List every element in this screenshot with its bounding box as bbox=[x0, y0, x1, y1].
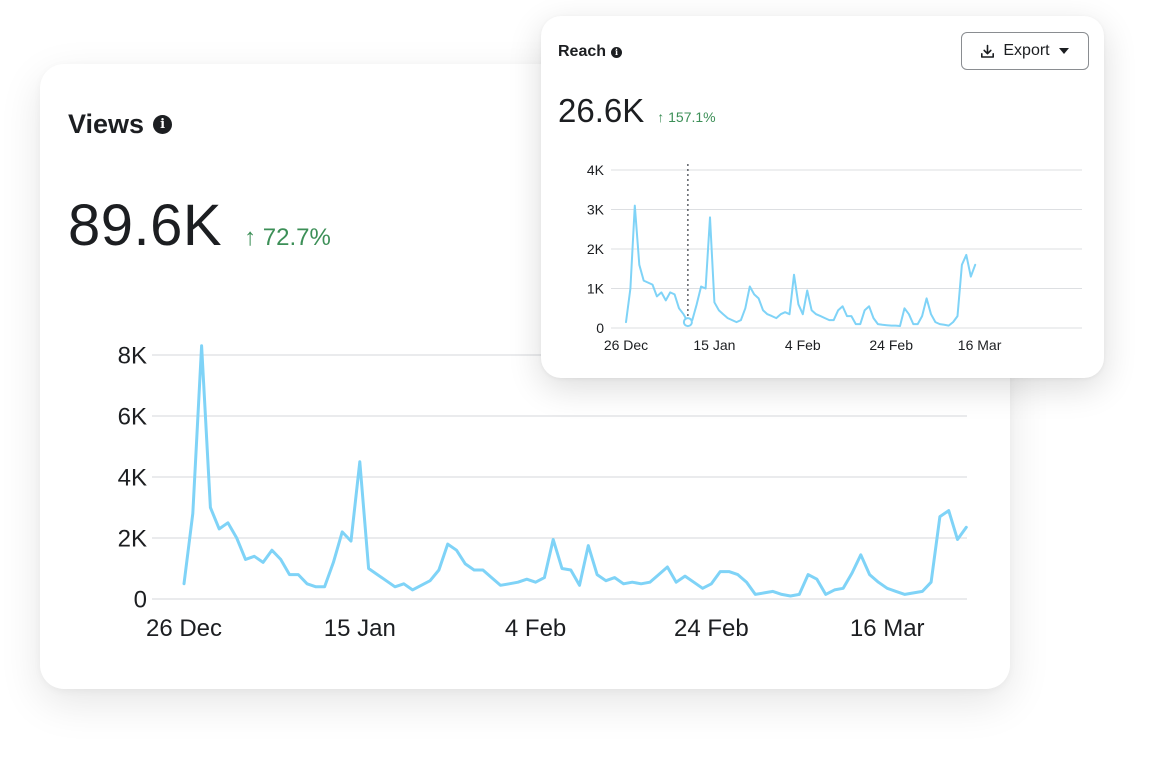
series-line bbox=[182, 344, 968, 598]
views-change: ↑ 72.7% bbox=[244, 224, 331, 252]
arrow-up-icon: ↑ bbox=[657, 109, 665, 125]
y-tick-label: 2K bbox=[587, 241, 605, 257]
x-tick-label: 4 Feb bbox=[505, 615, 566, 642]
reach-metric-row: 26.6K ↑ 157.1% bbox=[558, 92, 716, 130]
x-tick-label: 16 Mar bbox=[958, 337, 1002, 353]
reach-total-value: 26.6K bbox=[558, 92, 645, 129]
reach-chart: 0 1K 2K 3K 4K 26 Dec 15 Jan 4 Feb 24 Feb 16 Mar bbox=[587, 162, 1082, 353]
views-metric-row: 89.6K ↑ 72.7% bbox=[68, 192, 331, 259]
reach-change-value: 157.1% bbox=[668, 109, 716, 125]
views-change-value: 72.7% bbox=[262, 224, 331, 251]
x-tick-label: 16 Mar bbox=[850, 615, 925, 642]
views-chart: 0 2K 4K 6K 8K 26 Dec 15 Jan 4 Feb 24 Feb 16 Mar bbox=[118, 342, 968, 642]
caret-down-icon bbox=[1058, 48, 1069, 54]
export-label: Export bbox=[1003, 42, 1050, 59]
x-tick-label: 26 Dec bbox=[604, 337, 648, 353]
x-tick-label: 4 Feb bbox=[785, 337, 821, 353]
reach-title-row: Reach i bbox=[558, 43, 623, 61]
arrow-up-icon: ↑ bbox=[244, 224, 257, 251]
y-tick-label: 6K bbox=[118, 403, 147, 430]
x-tick-label: 24 Feb bbox=[869, 337, 913, 353]
reach-card: 0 1K 2K 3K 4K 26 Dec 15 Jan 4 Feb 24 Feb 16 Mar R… bbox=[541, 16, 1104, 378]
x-tick-label: 15 Jan bbox=[324, 615, 396, 642]
hover-point[interactable] bbox=[682, 317, 693, 328]
views-info-icon[interactable]: i bbox=[153, 115, 173, 134]
reach-title: Reach bbox=[558, 43, 607, 60]
views-title-row: Views i bbox=[68, 109, 173, 140]
reach-info-icon[interactable]: i bbox=[611, 46, 623, 58]
y-tick-label: 0 bbox=[134, 586, 147, 613]
x-tick-label: 26 Dec bbox=[146, 615, 222, 642]
views-total-value: 89.6K bbox=[68, 193, 223, 258]
reach-change: ↑ 157.1% bbox=[657, 109, 715, 125]
download-icon bbox=[981, 44, 995, 58]
y-tick-label: 4K bbox=[118, 464, 147, 491]
x-tick-label: 24 Feb bbox=[674, 615, 749, 642]
y-tick-label: 1K bbox=[587, 280, 605, 296]
y-tick-label: 4K bbox=[587, 162, 605, 178]
x-tick-label: 15 Jan bbox=[693, 337, 735, 353]
y-tick-label: 8K bbox=[118, 342, 147, 369]
y-tick-label: 3K bbox=[587, 201, 605, 217]
series-line bbox=[625, 204, 977, 327]
y-tick-label: 2K bbox=[118, 525, 147, 552]
views-title: Views bbox=[68, 109, 145, 139]
export-button[interactable]: Export bbox=[961, 32, 1089, 70]
y-tick-label: 0 bbox=[596, 320, 604, 336]
